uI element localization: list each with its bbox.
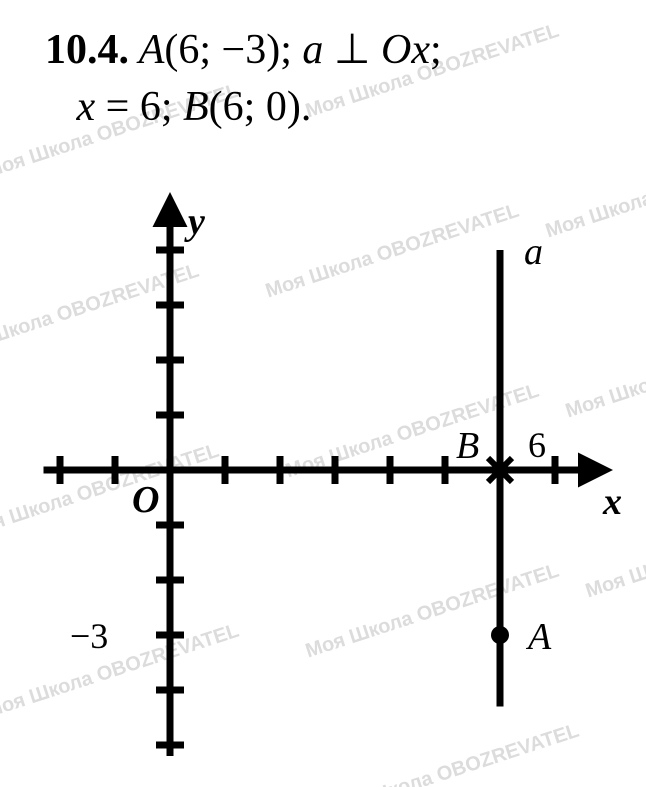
y-axis-label: y <box>188 200 205 244</box>
pt-B: B <box>183 84 209 130</box>
x-axis-label: x <box>603 480 622 524</box>
tick-label: −3 <box>70 615 108 657</box>
Bcoords: (6; 0). <box>209 84 312 130</box>
eq6: = 6; <box>95 84 183 130</box>
line-a-label: a <box>524 230 543 274</box>
tick-label: 6 <box>528 424 546 466</box>
problem-statement: 10.4. A(6; −3); a ⊥ Ox; x = 6; B(6; 0). <box>45 22 615 135</box>
problem-number: 10.4. <box>45 27 129 73</box>
origin-label: O <box>132 478 159 522</box>
x1: x <box>411 27 430 73</box>
line-a: a <box>302 27 323 73</box>
point-A-label: A <box>528 615 551 659</box>
O: O <box>381 27 411 73</box>
coordinate-plane: yxOaAB6−3 <box>30 170 616 770</box>
txt1: (6; −3); <box>164 27 302 73</box>
point-B-label: B <box>456 424 479 468</box>
pt-A: A <box>139 27 165 73</box>
semi1: ; <box>430 27 442 73</box>
perp: ⊥ <box>323 27 381 73</box>
x2: x <box>77 84 96 130</box>
